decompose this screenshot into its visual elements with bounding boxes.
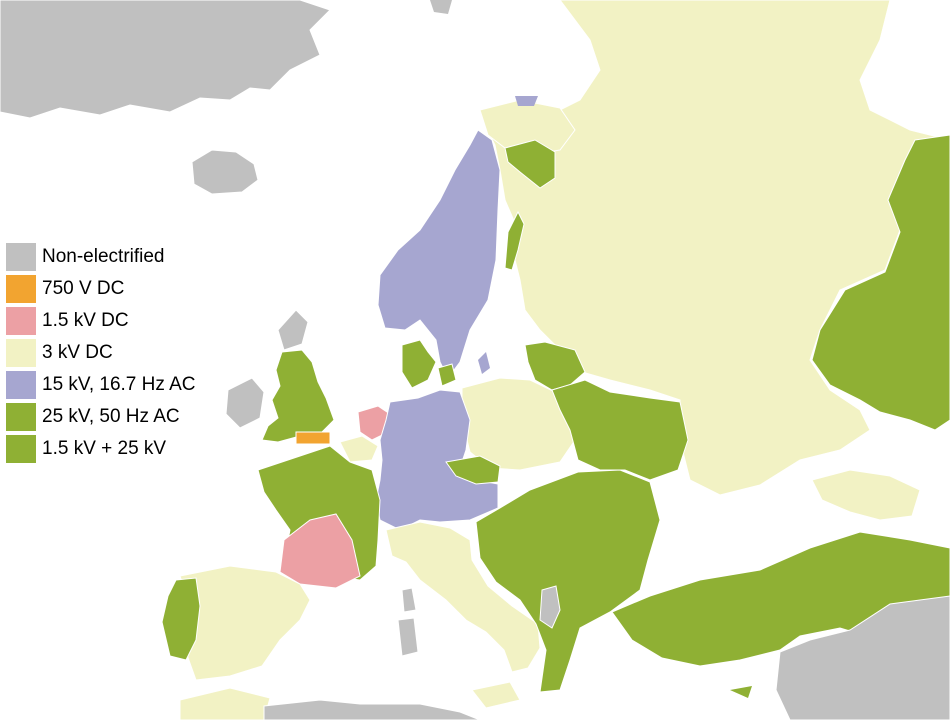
- region-germany-austria: [375, 389, 499, 531]
- region-southern-france-1500v: [279, 513, 361, 589]
- legend-swatch: [6, 435, 36, 463]
- legend-swatch: [6, 403, 36, 431]
- region-iceland: [191, 149, 259, 195]
- region-north-africa-non-electrified: [263, 699, 481, 720]
- region-karelia-25kv: [504, 139, 556, 189]
- region-southern-england-750v: [295, 431, 331, 445]
- region-poland: [461, 377, 576, 471]
- region-northern-sweden-cap: [515, 96, 538, 106]
- region-greenland: [0, 0, 331, 119]
- region-great-britain: [261, 349, 335, 443]
- region-sardinia: [397, 617, 419, 657]
- region-cyprus: [730, 686, 752, 698]
- legend-swatch: [6, 275, 36, 303]
- region-czechia: [445, 455, 501, 485]
- region-balkans: [475, 469, 661, 693]
- region-denmark: [401, 339, 437, 389]
- legend-swatch: [6, 307, 36, 335]
- region-zealand: [437, 363, 457, 387]
- region-italy: [385, 521, 541, 673]
- legend-label: 15 kV, 16.7 Hz AC: [42, 374, 196, 395]
- legend-label: 750 V DC: [42, 278, 125, 299]
- region-belarus-ukraine: [551, 379, 689, 481]
- legend-swatch: [6, 339, 36, 367]
- region-ireland: [225, 377, 265, 429]
- region-sicily: [471, 681, 521, 709]
- region-caucasus: [811, 469, 921, 521]
- region-svalbard-island: [430, 0, 452, 14]
- region-belgium: [339, 435, 379, 463]
- legend-swatch: [6, 371, 36, 399]
- region-norway-sweden: [377, 129, 501, 379]
- region-corsica: [401, 587, 417, 613]
- legend-label: 1.5 kV DC: [42, 310, 129, 331]
- legend-label: 25 kV, 50 Hz AC: [42, 406, 180, 427]
- legend-swatch: [6, 243, 36, 271]
- legend-label: 1.5 kV + 25 kV: [42, 438, 167, 459]
- region-portugal: [161, 577, 201, 661]
- legend-label: Non-electrified: [42, 246, 165, 267]
- region-kazakhstan: [811, 134, 950, 431]
- region-finland-coast-25kv: [504, 210, 525, 271]
- legend-label: 3 kV DC: [42, 342, 113, 363]
- region-middle-east: [775, 595, 950, 720]
- region-scotland-north: [277, 309, 309, 351]
- region-gotland: [478, 352, 490, 374]
- region-albania: [539, 585, 561, 629]
